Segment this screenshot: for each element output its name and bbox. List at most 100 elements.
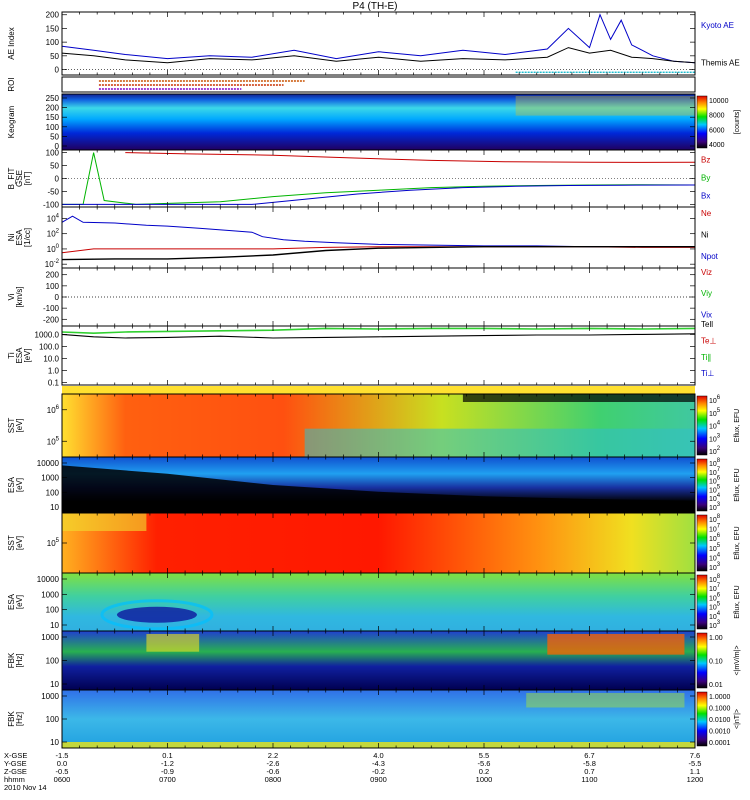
y-tick-label: 0 (55, 142, 60, 151)
y-tick-label: 0 (55, 66, 60, 75)
ephemeris-value: 1100 (581, 775, 597, 784)
colorbar-label: Eflux, EFU (734, 585, 741, 618)
colorbar (696, 574, 708, 630)
colorbar-tick-label: 0.0100 (709, 717, 731, 724)
fbk-wave-activity (146, 634, 200, 652)
y-tick-label: 106 (47, 405, 60, 415)
colorbar-tick-label: 0.01 (709, 682, 723, 689)
colorbar-tick-label: 103 (709, 620, 721, 630)
colorbar-label: <|nT|> (734, 709, 741, 729)
ephemeris-value: -4.3 (372, 759, 385, 768)
colorbar-tick-label: 0.0010 (709, 729, 731, 736)
colorbar-tick-label: 102 (709, 446, 721, 456)
colorbar-tick-label: 104 (709, 421, 721, 431)
colorbar (696, 395, 708, 456)
y-tick-label: 250 (46, 94, 60, 103)
sst-data-gap (462, 394, 695, 402)
sst-spectrogram (62, 513, 695, 573)
ephemeris-value: -5.6 (478, 759, 491, 768)
density-series (61, 215, 695, 248)
legend-entry: Themis AE (701, 59, 740, 68)
ae-series (61, 47, 696, 64)
ephemeris-row-label: Y-GSE (4, 759, 27, 768)
y-tick-label: 10 (50, 621, 59, 630)
colorbar (696, 691, 708, 747)
y-tick-label: -100 (43, 304, 60, 313)
y-tick-label: 100 (46, 657, 60, 666)
colorbar-tick-label: 103 (709, 433, 721, 443)
colorbar-tick-label: 106 (709, 592, 721, 602)
colorbar-tick-label: 108 (709, 458, 721, 468)
colorbar-tick-label: 104 (709, 611, 721, 621)
y-tick-label: 102 (47, 229, 60, 239)
colorbar-tick-label: 105 (709, 543, 721, 553)
ephemeris-value: -0.2 (372, 767, 385, 776)
panel-frame-ae (61, 11, 696, 76)
ephemeris-row-label: hhmm (4, 775, 25, 784)
y-axis-label: GSE (15, 170, 24, 187)
y-tick-label: -100 (43, 200, 60, 209)
y-tick-label: -50 (47, 187, 59, 196)
colorbar-tick-label: 106 (709, 533, 721, 543)
colorbar-tick-label: 108 (709, 514, 721, 524)
ephemeris-value: -1.5 (56, 751, 69, 760)
y-axis-label: ESA (7, 593, 16, 610)
y-axis-label: Vi (7, 293, 16, 300)
y-tick-label: 10000 (37, 459, 60, 468)
b-series (62, 152, 696, 205)
y-tick-label: 100 (46, 488, 60, 497)
y-axis-label: [nT] (23, 172, 32, 186)
y-axis-label: [eV] (15, 418, 24, 432)
sst-high-energy (62, 513, 147, 531)
ephemeris-value: -5.5 (689, 759, 702, 768)
y-tick-label: 100 (46, 282, 60, 291)
legend-entry: Te⊥ (701, 337, 716, 346)
y-tick-label: 105 (47, 538, 60, 548)
colorbar-tick-label: 105 (709, 408, 721, 418)
colorbar-tick-label: 107 (709, 467, 721, 477)
panel-frame-roi (61, 76, 696, 93)
chart-title: P4 (TH-E) (353, 1, 398, 12)
y-axis-label: ESA (7, 476, 16, 493)
legend-entry: Kyoto AE (701, 21, 734, 30)
esa-dark-region (62, 465, 695, 513)
y-tick-label: -200 (43, 315, 60, 324)
colorbar-label: Eflux, EFU (734, 468, 741, 501)
y-axis-label: [eV] (15, 478, 24, 492)
ephemeris-value: 0800 (265, 775, 282, 784)
y-tick-label: 10 (50, 738, 59, 747)
ephemeris-value: 6.7 (584, 751, 594, 760)
legend-entry: Viy (701, 289, 712, 298)
ephemeris-value: 5.5 (479, 751, 489, 760)
legend-entry: Viz (701, 268, 712, 277)
legend-entry: By (701, 173, 710, 182)
y-tick-label: 104 (47, 213, 60, 223)
y-axis-label: AE Index (7, 27, 16, 59)
colorbar-tick-label: 107 (709, 583, 721, 593)
colorbar-tick-label: 105 (709, 484, 721, 494)
y-axis-label: [Hz] (15, 653, 24, 667)
legend-entry: Bz (701, 156, 710, 165)
ephemeris-value: 4.0 (373, 751, 383, 760)
y-tick-label: 200 (46, 104, 60, 113)
y-tick-label: 200 (46, 11, 60, 20)
legend-entry: Bx (701, 191, 710, 200)
y-tick-label: 10000 (37, 575, 60, 584)
y-tick-label: 0 (55, 175, 60, 184)
y-axis-label: ESA (15, 229, 24, 246)
y-tick-label: 1000 (41, 474, 59, 483)
colorbar-tick-label: 106 (709, 476, 721, 486)
colorbar-tick-label: 1.0000 (709, 694, 731, 701)
y-tick-label: 100 (46, 149, 60, 158)
colorbar-tick-label: 105 (709, 602, 721, 612)
ephemeris-value: 0600 (54, 775, 71, 784)
legend-entry: Ti⊥ (701, 369, 714, 378)
y-axis-label: B_FIT (7, 167, 16, 189)
colorbar-label: [counts] (734, 110, 741, 135)
y-tick-label: 105 (47, 436, 60, 446)
temperature-series (61, 327, 696, 335)
colorbar-tick-label: 0.10 (709, 659, 723, 666)
y-tick-label: 100.0 (39, 342, 60, 351)
ephemeris-value: 2.2 (268, 751, 278, 760)
ephemeris-row-label: Z-GSE (4, 767, 27, 776)
